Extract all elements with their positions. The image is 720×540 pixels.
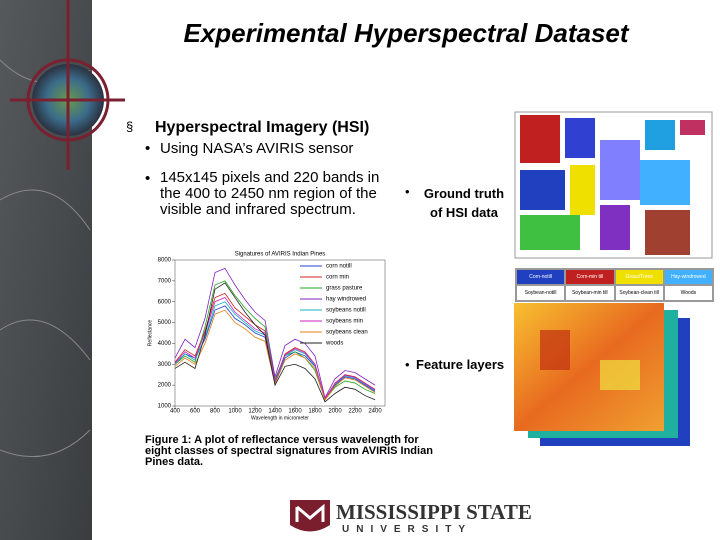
crosshair-ring <box>26 58 110 142</box>
bullet-marker: § <box>126 119 134 134</box>
logo-shield <box>290 500 330 532</box>
y-tick-label: 8000 <box>158 258 172 264</box>
y-axis-label: Reflectance <box>147 320 153 347</box>
class-cell: Soybean-notill <box>516 285 566 301</box>
x-tick-label: 2200 <box>348 409 362 415</box>
x-tick-label: 1800 <box>308 409 322 415</box>
bullet: Hyperspectral Imagery (HSI) <box>155 119 370 136</box>
x-tick-label: 600 <box>190 409 201 415</box>
x-tick-label: 1000 <box>228 409 242 415</box>
class-cell: Soybean-min till <box>565 285 615 301</box>
legend-label: grass pasture <box>326 286 363 292</box>
ground-truth-map <box>514 111 713 259</box>
y-tick-label: 1000 <box>158 404 172 410</box>
title: Experimental Hyperspectral Dataset <box>183 18 629 48</box>
spectral-line <box>174 282 376 403</box>
x-tick-label: 2000 <box>328 409 342 415</box>
sub-bullet: 145x145 pixels and 220 bands in the 400 … <box>160 169 380 218</box>
legend-label: hay windrowed <box>326 297 366 303</box>
bullet-marker: • <box>145 140 151 157</box>
bullet-marker: • <box>405 357 410 372</box>
spectral-line <box>174 297 376 401</box>
legend-label: corn notill <box>326 264 352 270</box>
ground-truth-label: Ground truth of HSI data <box>423 186 505 220</box>
legend-label: soybeans clean <box>326 330 368 336</box>
class-cell: Woods <box>663 285 713 301</box>
y-tick-label: 4000 <box>158 341 172 347</box>
caption: Figure 1: A plot of reflectance versus w… <box>145 434 433 468</box>
y-tick-label: 2000 <box>158 383 172 389</box>
y-tick-label: 5000 <box>158 320 172 326</box>
legend-label: corn min <box>326 275 349 281</box>
x-tick-label: 400 <box>170 409 181 415</box>
y-tick-label: 3000 <box>158 362 172 368</box>
class-cell: Soybean-clean till <box>614 285 664 301</box>
y-tick-label: 6000 <box>158 299 172 305</box>
legend-label: soybeans min <box>326 319 363 325</box>
logo-sub: UNIVERSITY <box>342 524 473 535</box>
class-cell: Hay-windrowed <box>663 269 713 285</box>
legend-label: soybeans notill <box>326 308 366 314</box>
feature-layers <box>514 303 690 446</box>
y-tick-label: 7000 <box>158 278 172 284</box>
class-cell: Corn-min till <box>565 269 615 285</box>
x-tick-label: 1600 <box>288 409 302 415</box>
x-tick-label: 1400 <box>268 409 282 415</box>
class-cell: Grass/Trees <box>614 269 664 285</box>
legend-label: woods <box>325 341 343 347</box>
chart-title: Signatures of AVIRIS Indian Pines <box>235 252 326 258</box>
spectral-line <box>174 267 376 399</box>
x-tick-label: 2400 <box>368 409 382 415</box>
x-axis-label: Wavelength in micrometer <box>251 415 309 421</box>
bullet-marker: • <box>145 170 151 187</box>
sub-bullet: Using NASA’s AVIRIS sensor <box>160 140 354 157</box>
logo-name: MISSISSIPPI STATE <box>336 500 532 524</box>
feature-layers-label: Feature layers <box>416 357 505 372</box>
x-tick-label: 1200 <box>248 409 262 415</box>
bullet-marker: • <box>405 184 410 199</box>
class-cell: Corn-notill <box>516 269 566 285</box>
spectral-line <box>174 280 376 401</box>
x-tick-label: 800 <box>210 409 221 415</box>
class-table: Corn-notill Corn-min till Grass/Trees Hay-w… <box>515 268 714 302</box>
